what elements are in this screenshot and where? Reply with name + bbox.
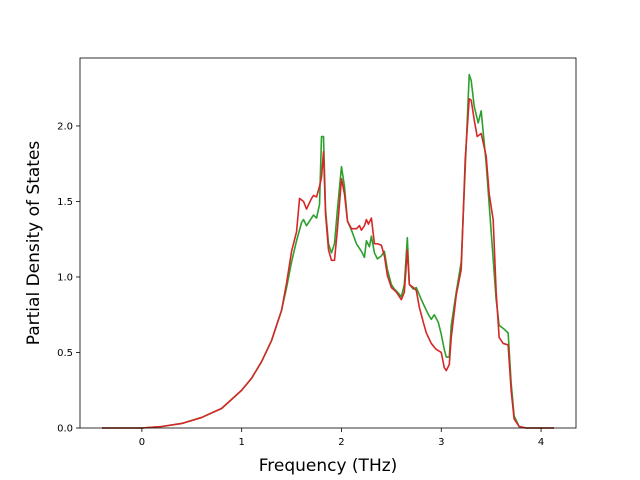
pdos-series-line-2 <box>101 97 555 429</box>
pdos-series-line-1 <box>101 73 555 429</box>
y-ticks: 0.0 0.5 1.0 1.5 2.0 <box>57 121 80 435</box>
y-axis-title: Partial Density of States <box>24 141 44 346</box>
x-tick-label: 1 <box>238 437 244 448</box>
y-tick-label: 0.5 <box>57 348 73 359</box>
x-tick-label: 2 <box>338 437 344 448</box>
series-layer <box>101 73 555 429</box>
x-axis-title: Frequency (THz) <box>259 456 398 476</box>
y-tick-label: 2.0 <box>57 121 73 132</box>
x-tick-label: 0 <box>139 437 145 448</box>
y-tick-label: 1.0 <box>57 272 73 283</box>
y-tick-label: 1.5 <box>57 197 73 208</box>
x-tick-label: 4 <box>538 437 544 448</box>
x-tick-label: 3 <box>438 437 444 448</box>
y-tick-label: 0.0 <box>57 424 73 435</box>
x-ticks: 0 1 2 3 4 <box>139 428 544 448</box>
axes-frame <box>79 57 577 429</box>
